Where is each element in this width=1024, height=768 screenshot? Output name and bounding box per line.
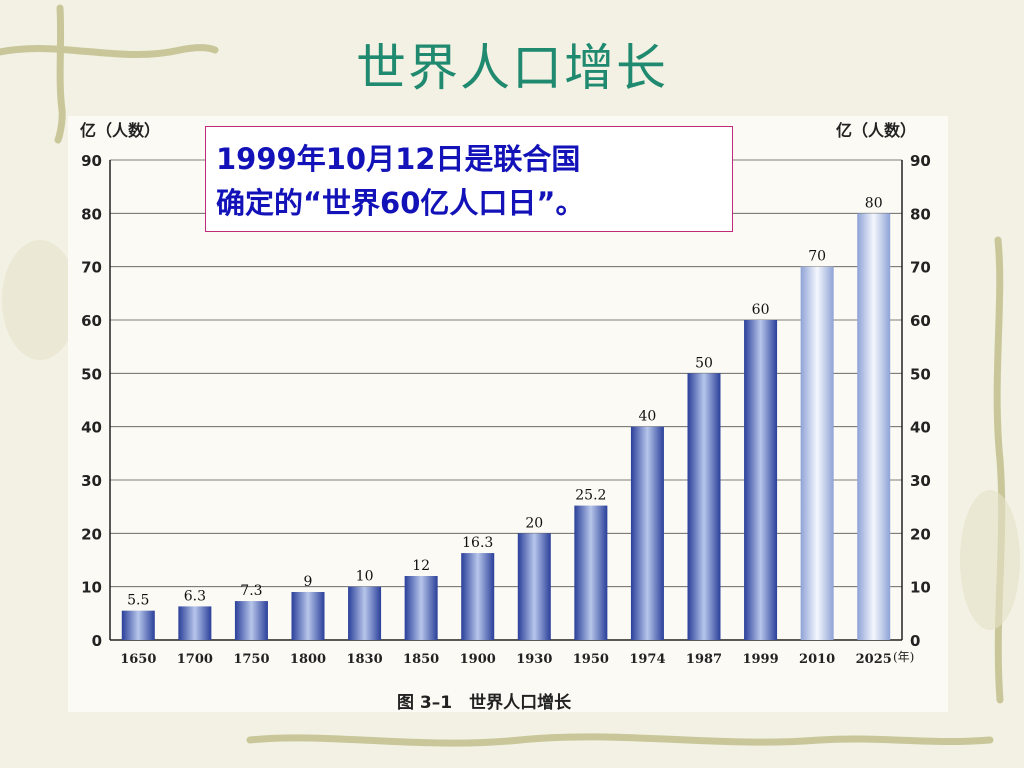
x-tick-label: 1830 — [346, 652, 382, 667]
bar — [461, 553, 495, 640]
left-axis-label: 亿（人数） — [80, 121, 160, 140]
y-tick-label-right: 60 — [910, 312, 931, 330]
bar-value-label: 70 — [808, 249, 826, 265]
bar — [234, 601, 268, 640]
x-tick-label: 1900 — [460, 652, 496, 667]
bar — [744, 320, 778, 640]
x-tick-label: 2010 — [799, 652, 835, 667]
right-axis-label: 亿（人数） — [836, 121, 916, 140]
bar-value-label: 25.2 — [575, 488, 606, 504]
bar-value-label: 7.3 — [240, 583, 262, 599]
y-tick-label-left: 60 — [81, 312, 102, 330]
bars: 5.5 6.3 7.3 9 10 12 16.3 20 25.2 40 50 60 70 80 — [121, 195, 891, 641]
x-tick-label: 1987 — [686, 652, 722, 667]
y-tick-label-right: 50 — [910, 365, 931, 383]
bar — [291, 592, 325, 640]
bar — [800, 266, 834, 640]
x-tick-label: 1930 — [516, 652, 552, 667]
y-tick-label-left: 40 — [81, 419, 102, 437]
y-tick-label-left: 50 — [81, 365, 102, 383]
bar-value-label: 5.5 — [127, 593, 149, 609]
x-tick-label: 1999 — [742, 652, 778, 667]
bar-value-label: 10 — [356, 569, 374, 585]
y-tick-label-left: 70 — [81, 259, 102, 277]
bar — [121, 610, 155, 640]
y-tick-label-left: 20 — [81, 525, 102, 543]
y-tick-label-right: 10 — [910, 579, 931, 597]
bar — [574, 505, 608, 640]
y-tick-label-right: 90 — [910, 152, 931, 170]
x-tick-label: 2025 — [856, 652, 892, 667]
y-tick-label-right: 40 — [910, 419, 931, 437]
y-tick-label-left: 10 — [81, 579, 102, 597]
bar-value-label: 80 — [865, 195, 883, 211]
y-tick-label-right: 0 — [910, 632, 920, 650]
callout-line-1: 1999年10月12日是联合国 — [216, 142, 581, 176]
bar-value-label: 40 — [639, 409, 657, 425]
x-tick-label: 1974 — [629, 652, 665, 667]
y-tick-label-right: 20 — [910, 525, 931, 543]
x-tick-label: 1650 — [120, 652, 156, 667]
bar-value-label: 60 — [752, 302, 770, 318]
callout-box: 1999年10月12日是联合国 确定的“世界60亿人口日”。 — [205, 126, 733, 232]
bar — [517, 533, 551, 640]
callout-line-2: 确定的“世界60亿人口日”。 — [216, 186, 585, 220]
y-tick-label-right: 80 — [910, 205, 931, 223]
y-tick-label-right: 30 — [910, 472, 931, 490]
x-tick-label: 1750 — [233, 652, 269, 667]
slide-title: 世界人口增长 — [356, 39, 668, 97]
x-tick-label: 1800 — [290, 652, 326, 667]
y-tick-labels: 0 0 10 10 20 20 30 30 40 40 50 50 60 60 70 70 80 80 90 90 — [81, 152, 931, 650]
bar-value-label: 16.3 — [462, 535, 493, 551]
x-tick-label: 1850 — [403, 652, 439, 667]
bar — [857, 213, 891, 641]
bar — [348, 586, 382, 640]
y-tick-label-left: 30 — [81, 472, 102, 490]
bar-value-label: 20 — [525, 515, 543, 531]
chart-caption: 图 3–1 世界人口增长 — [397, 692, 572, 713]
x-tick-label: 1700 — [177, 652, 213, 667]
y-tick-label-left: 90 — [81, 152, 102, 170]
y-tick-label-left: 80 — [81, 205, 102, 223]
x-unit-label: (年) — [893, 650, 914, 664]
bar-value-label: 12 — [412, 558, 430, 574]
bar-value-label: 9 — [304, 574, 313, 590]
bar — [687, 373, 721, 640]
y-tick-label-left: 0 — [92, 632, 102, 650]
y-tick-label-right: 70 — [910, 259, 931, 277]
x-tick-labels: 1650 1700 1750 1800 1830 1850 1900 1930 1950 1974… — [120, 652, 892, 667]
bar-value-label: 6.3 — [184, 588, 206, 604]
bar-value-label: 50 — [695, 355, 713, 371]
bar — [630, 426, 664, 640]
x-tick-label: 1950 — [573, 652, 609, 667]
bar — [404, 576, 438, 640]
bar — [178, 606, 212, 640]
